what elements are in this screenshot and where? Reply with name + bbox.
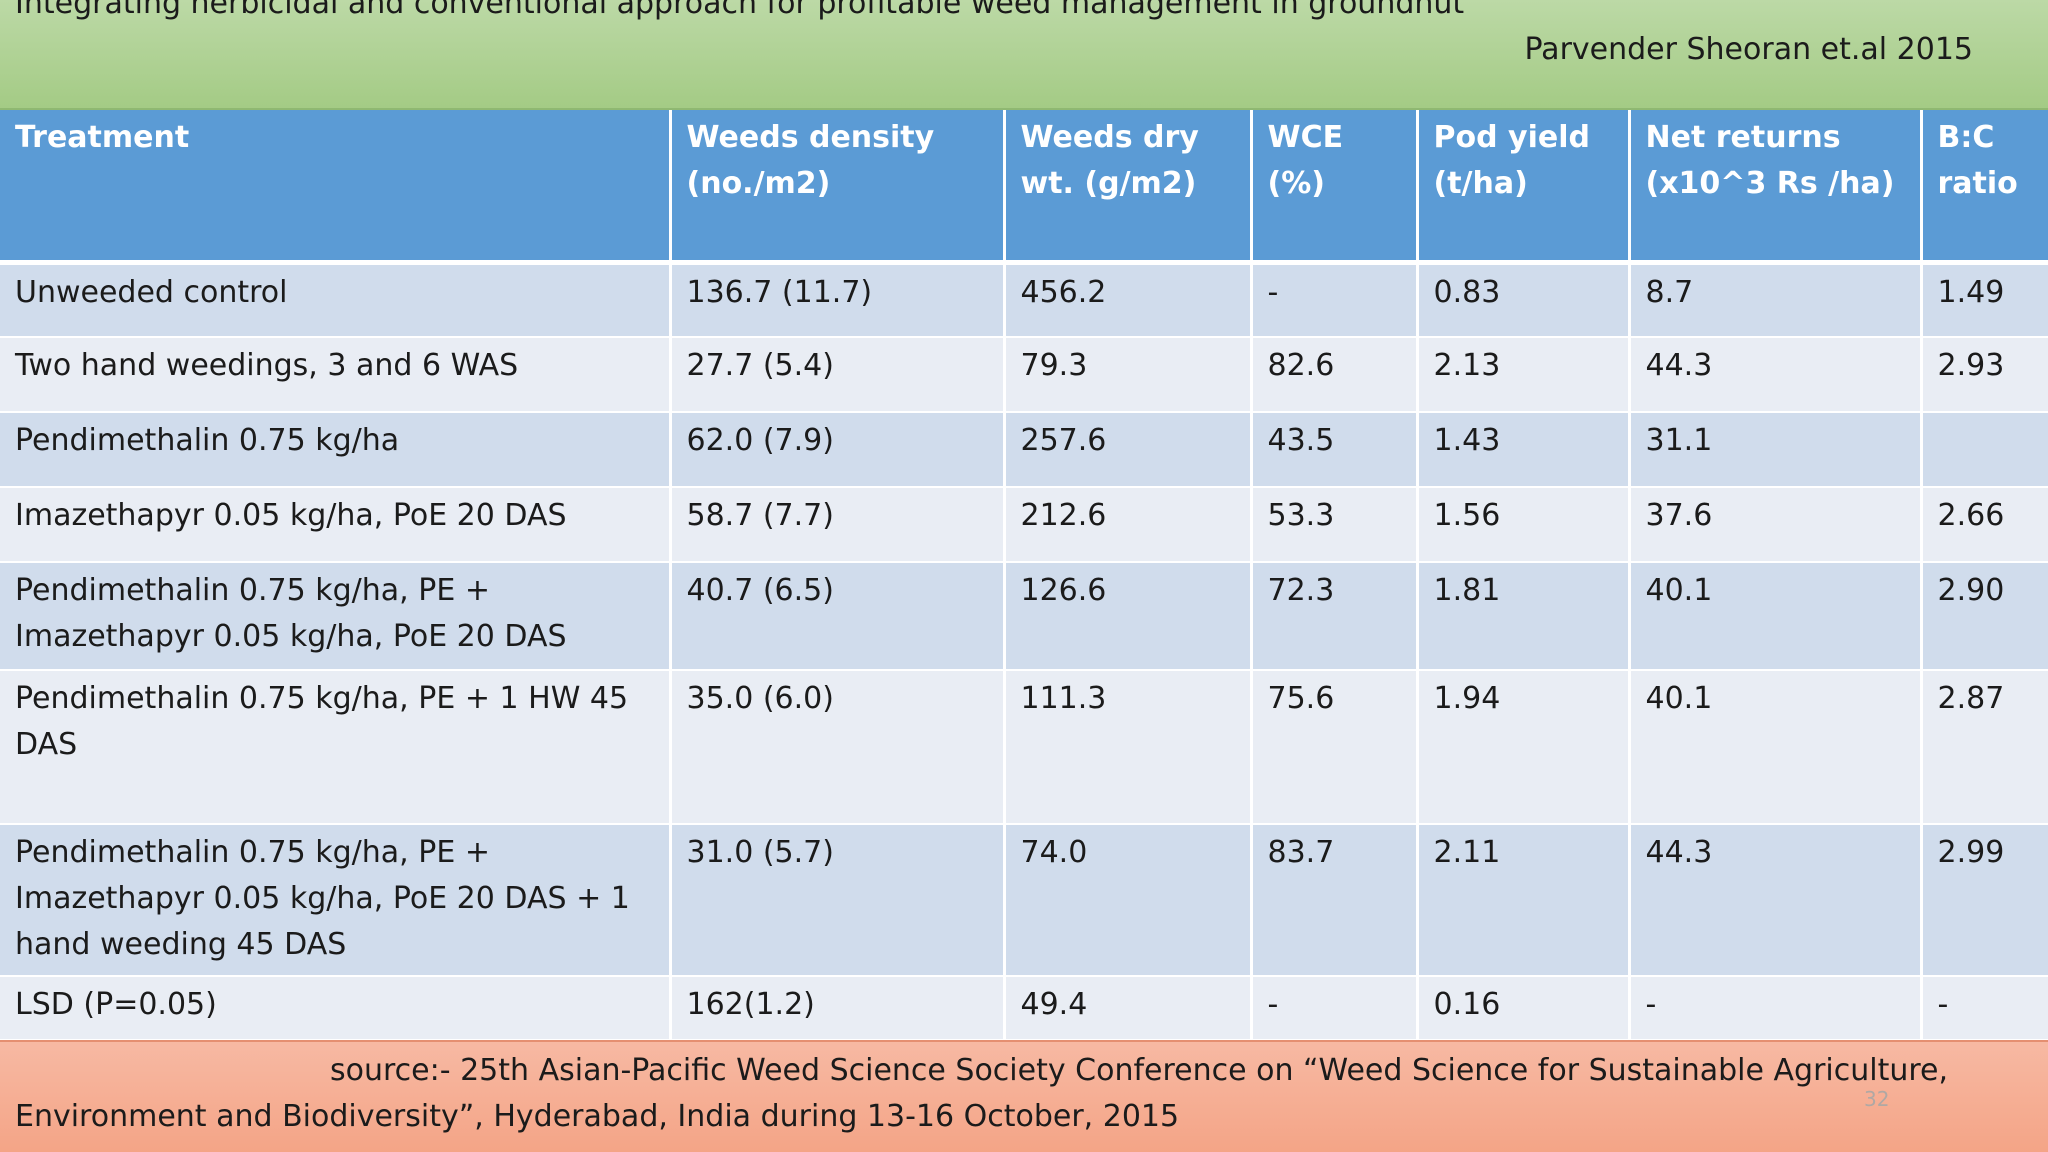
table-row: Pendimethalin 0.75 kg/ha 62.0 (7.9) 257.…	[0, 411, 2048, 487]
table-cell: 1.49	[1921, 261, 2048, 337]
table-cell: 2.11	[1417, 823, 1631, 976]
table-cell: 126.6	[1004, 561, 1253, 670]
table-cell: 0.16	[1417, 975, 1631, 1039]
table-cell: Unweeded control	[0, 261, 672, 337]
table-cell: Pendimethalin 0.75 kg/ha, PE + Imazethap…	[0, 823, 672, 976]
table-cell: -	[1921, 975, 2048, 1039]
table-cell: 2.87	[1921, 669, 2048, 824]
table-cell: 1.43	[1417, 411, 1631, 487]
table-cell: 40.1	[1629, 669, 1923, 824]
table-cell: 0.83	[1417, 261, 1631, 337]
author-citation: Parvender Sheoran et.al 2015	[1524, 32, 1973, 67]
column-header-bc-ratio: B:C ratio	[1921, 110, 2048, 265]
source-footer: source:- 25th Asian-Pacific Weed Science…	[0, 1040, 2048, 1152]
table-cell: 1.81	[1417, 561, 1631, 670]
column-header-weeds-dry-weight: Weeds dry wt. (g/m2)	[1004, 110, 1253, 265]
page-number: 32	[1864, 1087, 1890, 1111]
results-table: Treatment Weeds density (no./m2) Weeds d…	[0, 110, 2048, 1039]
table-cell: 2.13	[1417, 336, 1631, 412]
source-citation: source:- 25th Asian-Pacific Weed Science…	[15, 1048, 2040, 1140]
column-header-weeds-density: Weeds density (no./m2)	[670, 110, 1006, 265]
column-header-pod-yield: Pod yield (t/ha)	[1417, 110, 1631, 265]
table-cell: 75.6	[1251, 669, 1419, 824]
table-cell: 72.3	[1251, 561, 1419, 670]
table-cell	[1921, 411, 2048, 487]
table-cell: -	[1251, 975, 1419, 1039]
title-bar: Integrating herbicidal and conventional …	[0, 0, 2048, 110]
table-cell: 40.1	[1629, 561, 1923, 670]
column-header-treatment: Treatment	[0, 110, 672, 265]
table-cell: 8.7	[1629, 261, 1923, 337]
table-cell: 1.56	[1417, 486, 1631, 562]
table-cell: Pendimethalin 0.75 kg/ha	[0, 411, 672, 487]
table-cell: LSD (P=0.05)	[0, 975, 672, 1039]
table-row: Pendimethalin 0.75 kg/ha, PE + Imazethap…	[0, 561, 2048, 670]
table-cell: 2.90	[1921, 561, 2048, 670]
source-text: source:- 25th Asian-Pacific Weed Science…	[15, 1053, 1949, 1134]
table-cell: 82.6	[1251, 336, 1419, 412]
table-cell: Pendimethalin 0.75 kg/ha, PE + 1 HW 45 D…	[0, 669, 672, 824]
table-row: Pendimethalin 0.75 kg/ha, PE + Imazethap…	[0, 823, 2048, 976]
table-row: Unweeded control 136.7 (11.7) 456.2 - 0.…	[0, 261, 2048, 337]
table-cell: 83.7	[1251, 823, 1419, 976]
table-cell: 31.0 (5.7)	[670, 823, 1006, 976]
table-cell: Imazethapyr 0.05 kg/ha, PoE 20 DAS	[0, 486, 672, 562]
table-cell: 43.5	[1251, 411, 1419, 487]
table-cell: 1.94	[1417, 669, 1631, 824]
table-cell: -	[1629, 975, 1923, 1039]
table-cell: 37.6	[1629, 486, 1923, 562]
table-cell: 212.6	[1004, 486, 1253, 562]
table-cell: 40.7 (6.5)	[670, 561, 1006, 670]
table-cell: Pendimethalin 0.75 kg/ha, PE + Imazethap…	[0, 561, 672, 670]
table-cell: 456.2	[1004, 261, 1253, 337]
table-cell: 2.99	[1921, 823, 2048, 976]
table-cell: 31.1	[1629, 411, 1923, 487]
table-cell: Two hand weedings, 3 and 6 WAS	[0, 336, 672, 412]
table-cell: 62.0 (7.9)	[670, 411, 1006, 487]
table-cell: 58.7 (7.7)	[670, 486, 1006, 562]
table-row: Imazethapyr 0.05 kg/ha, PoE 20 DAS 58.7 …	[0, 486, 2048, 562]
table-header-row: Treatment Weeds density (no./m2) Weeds d…	[0, 110, 2048, 265]
table-cell: 44.3	[1629, 336, 1923, 412]
table-row: Two hand weedings, 3 and 6 WAS 27.7 (5.4…	[0, 336, 2048, 412]
slide-title: Integrating herbicidal and conventional …	[15, 0, 1465, 21]
table-row: LSD (P=0.05) 162(1.2) 49.4 - 0.16 - -	[0, 975, 2048, 1039]
table-cell: 74.0	[1004, 823, 1253, 976]
table-cell: -	[1251, 261, 1419, 337]
table-cell: 2.93	[1921, 336, 2048, 412]
table-cell: 27.7 (5.4)	[670, 336, 1006, 412]
table-cell: 136.7 (11.7)	[670, 261, 1006, 337]
table-cell: 53.3	[1251, 486, 1419, 562]
table-cell: 49.4	[1004, 975, 1253, 1039]
table-cell: 162(1.2)	[670, 975, 1006, 1039]
column-header-wce: WCE (%)	[1251, 110, 1419, 265]
table-cell: 44.3	[1629, 823, 1923, 976]
table-row: Pendimethalin 0.75 kg/ha, PE + 1 HW 45 D…	[0, 669, 2048, 824]
table-cell: 2.66	[1921, 486, 2048, 562]
table-cell: 35.0 (6.0)	[670, 669, 1006, 824]
table-cell: 79.3	[1004, 336, 1253, 412]
table-cell: 111.3	[1004, 669, 1253, 824]
table-cell: 257.6	[1004, 411, 1253, 487]
column-header-net-returns: Net returns (x10^3 Rs /ha)	[1629, 110, 1923, 265]
